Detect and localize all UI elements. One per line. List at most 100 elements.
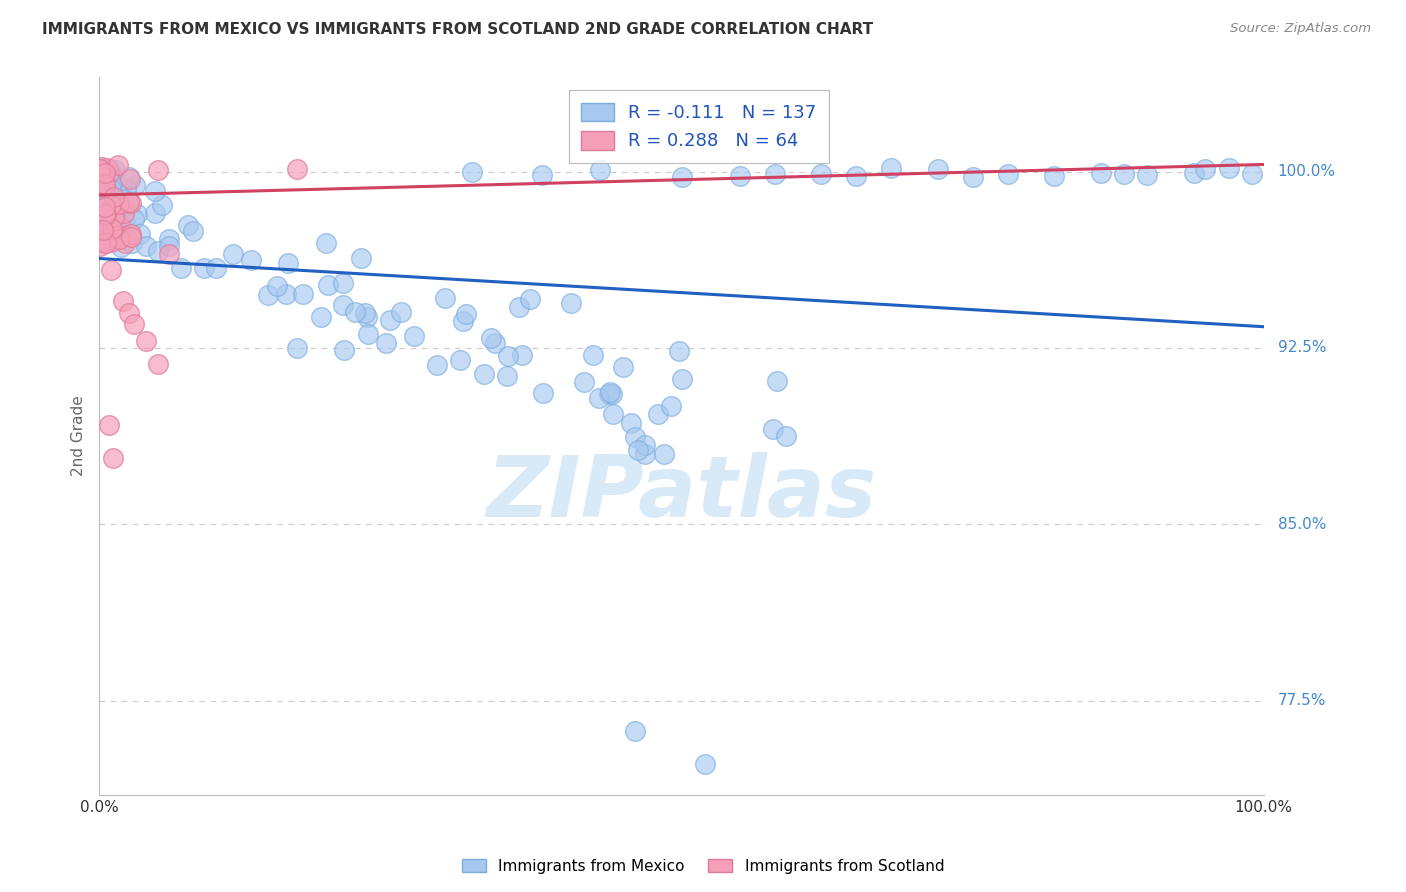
Point — [530, 168, 553, 182]
Point — [98, 164, 121, 178]
Point — [285, 341, 308, 355]
Point — [634, 437, 657, 451]
Point — [103, 193, 125, 207]
Point — [257, 288, 280, 302]
Point — [96, 161, 118, 175]
Point — [111, 293, 134, 308]
Point — [120, 196, 142, 211]
Point — [354, 306, 377, 320]
Point — [127, 207, 149, 221]
Point — [962, 170, 984, 185]
Point — [100, 198, 122, 212]
Point — [274, 286, 297, 301]
Point — [880, 161, 903, 175]
Point — [145, 206, 167, 220]
Point — [668, 343, 690, 358]
Point — [177, 218, 200, 232]
Point — [91, 163, 114, 178]
Point — [135, 239, 157, 253]
Point — [357, 326, 380, 341]
Point — [693, 757, 716, 772]
Legend: Immigrants from Mexico, Immigrants from Scotland: Immigrants from Mexico, Immigrants from … — [456, 853, 950, 880]
Point — [775, 428, 797, 442]
Point — [94, 235, 117, 250]
Point — [105, 215, 128, 229]
Point — [94, 183, 117, 197]
Text: Source: ZipAtlas.com: Source: ZipAtlas.com — [1230, 22, 1371, 36]
Point — [356, 310, 378, 325]
Point — [519, 292, 541, 306]
Point — [114, 215, 136, 229]
Point — [108, 196, 131, 211]
Point — [810, 167, 832, 181]
Point — [728, 169, 751, 184]
Point — [598, 387, 620, 401]
Text: ZIPatlas: ZIPatlas — [486, 452, 877, 535]
Text: 77.5%: 77.5% — [1278, 693, 1326, 708]
Point — [333, 343, 356, 357]
Point — [350, 251, 373, 265]
Point — [97, 418, 120, 433]
Point — [112, 206, 135, 220]
Text: 92.5%: 92.5% — [1278, 341, 1326, 355]
Point — [143, 184, 166, 198]
Point — [107, 203, 129, 218]
Point — [451, 313, 474, 327]
Point — [93, 215, 115, 229]
Point — [135, 334, 157, 348]
Legend: R = -0.111   N = 137, R = 0.288   N = 64: R = -0.111 N = 137, R = 0.288 N = 64 — [569, 90, 830, 163]
Point — [93, 179, 115, 194]
Point — [121, 235, 143, 250]
Point — [146, 357, 169, 371]
Point — [114, 228, 136, 243]
Point — [90, 225, 112, 239]
Point — [309, 310, 332, 324]
Point — [434, 291, 457, 305]
Point — [315, 235, 337, 250]
Point — [100, 182, 122, 196]
Point — [157, 232, 180, 246]
Point — [277, 256, 299, 270]
Point — [114, 236, 136, 251]
Point — [426, 358, 449, 372]
Point — [105, 185, 128, 199]
Point — [193, 260, 215, 275]
Point — [332, 298, 354, 312]
Point — [90, 160, 112, 174]
Point — [117, 305, 139, 319]
Point — [96, 180, 118, 194]
Point — [624, 429, 647, 443]
Point — [89, 239, 111, 253]
Point — [671, 372, 693, 386]
Point — [588, 391, 610, 405]
Point — [98, 166, 121, 180]
Point — [94, 208, 117, 222]
Point — [94, 200, 117, 214]
Point — [602, 407, 624, 421]
Point — [107, 157, 129, 171]
Point — [589, 162, 612, 177]
Point — [91, 235, 114, 249]
Point — [170, 260, 193, 275]
Point — [1136, 169, 1159, 183]
Point — [124, 178, 146, 193]
Point — [633, 447, 655, 461]
Point — [104, 211, 127, 226]
Point — [94, 235, 117, 250]
Point — [332, 277, 354, 291]
Point — [90, 173, 112, 187]
Point — [484, 335, 506, 350]
Point — [997, 167, 1019, 181]
Point — [763, 168, 786, 182]
Point — [100, 235, 122, 250]
Point — [374, 335, 396, 350]
Point — [103, 189, 125, 203]
Point — [150, 198, 173, 212]
Point — [222, 246, 245, 260]
Point — [316, 278, 339, 293]
Point — [927, 161, 949, 176]
Point — [124, 211, 146, 226]
Point — [98, 202, 121, 216]
Point — [89, 161, 111, 176]
Point — [103, 211, 125, 225]
